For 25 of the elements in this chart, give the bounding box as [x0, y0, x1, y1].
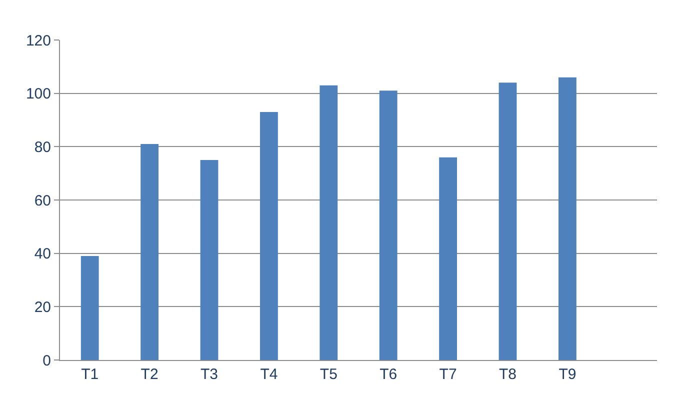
bar [320, 85, 338, 360]
bar [379, 90, 398, 360]
bar [558, 77, 576, 360]
x-tick-label: T9 [558, 366, 576, 383]
x-tick-label: T1 [81, 366, 99, 383]
x-tick-label: T3 [200, 366, 218, 383]
x-tick-label: T5 [320, 366, 338, 383]
x-tick-label: T6 [380, 366, 398, 383]
y-tick-label: 120 [26, 32, 51, 50]
x-tick-label: T4 [260, 366, 278, 383]
bar [140, 144, 159, 360]
bar [439, 157, 458, 360]
y-tick-label: 20 [34, 298, 51, 316]
y-tick-label: 40 [34, 246, 51, 263]
bar [80, 256, 99, 360]
bar [498, 82, 517, 360]
y-tick-label: 0 [42, 352, 51, 370]
x-tick-label: T2 [140, 366, 158, 383]
x-tick-label: T7 [439, 366, 457, 383]
y-tick-label: 60 [34, 192, 51, 210]
bar [260, 112, 278, 360]
y-tick-label: 100 [26, 86, 51, 103]
y-tick-label: 80 [34, 138, 51, 156]
x-tick-label: T8 [498, 366, 517, 383]
bar [200, 160, 218, 360]
